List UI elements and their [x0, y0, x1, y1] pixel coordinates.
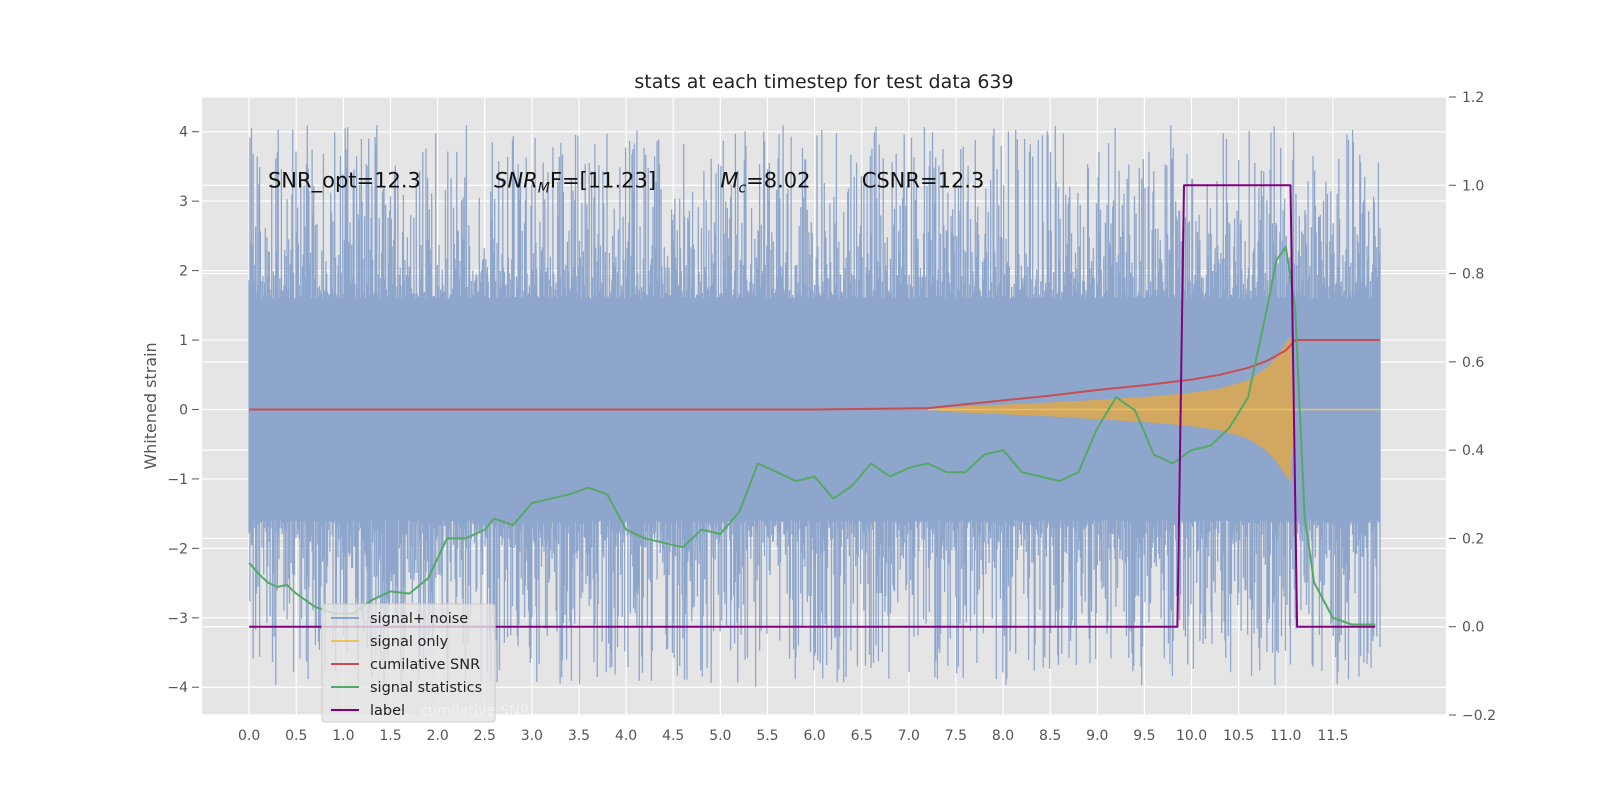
legend-entry-label: label	[370, 703, 405, 719]
lines-layer	[248, 184, 1380, 628]
y2-tick-label: 0.2	[1462, 531, 1484, 547]
signal-only-layer	[927, 336, 1381, 483]
legend-overlay-text: cumilative SNR	[420, 703, 530, 719]
chart-title: stats at each timestep for test data 639	[634, 71, 1013, 93]
y-tick-label: 1	[179, 333, 188, 349]
x-tick-label: 9.0	[1086, 728, 1108, 744]
x-tick-label: 4.0	[615, 728, 637, 744]
x-tick-labels: 0.0 0.5 1.0 1.5 2.0 2.5 3.0 3.5 4.0 4.5 5.0 5.5 6.0 6…	[238, 728, 1349, 744]
y2-tick-label: 0.8	[1462, 267, 1484, 283]
legend-entry-label: cumilative SNR	[370, 657, 480, 673]
annotation-snr-mf: SNRMF=[11.23]	[494, 168, 656, 196]
x-tick-label: 0.5	[285, 728, 307, 744]
y-tick-label: 2	[179, 264, 188, 280]
x-tick-label: 11.5	[1317, 728, 1348, 744]
x-tick-label: 10.5	[1223, 728, 1254, 744]
y2-tick-label: 0.0	[1462, 620, 1484, 636]
y2-tick-label: 0.4	[1462, 443, 1484, 459]
cumilative-snr-line	[249, 339, 1380, 411]
legend: cumilative SNR signal+ noise signal only cu…	[321, 603, 530, 723]
label-line	[249, 184, 1376, 628]
y-tick-label: −1	[167, 472, 188, 488]
x-tick-label: 9.5	[1133, 728, 1155, 744]
x-tick-label: 10.0	[1176, 728, 1207, 744]
annotations-layer: SNR_opt=12.3 SNRMF=[11.23] Mc=8.02 CSNR=12.…	[268, 168, 984, 196]
y-tick-label: 3	[179, 194, 188, 210]
x-tick-label: 2.5	[474, 728, 496, 744]
y-tick-label: 0	[179, 402, 188, 418]
legend-entry-label: signal+ noise	[370, 611, 468, 627]
annotation-snr-opt: SNR_opt=12.3	[268, 168, 421, 193]
y-tick-label: 4	[179, 125, 188, 141]
x-tick-label: 2.0	[426, 728, 448, 744]
legend-entry-label: signal statistics	[370, 680, 482, 696]
y2-tick-label: 0.6	[1462, 355, 1484, 371]
y-tick-label: −4	[167, 680, 188, 696]
x-tick-label: 5.5	[756, 728, 778, 744]
y2-tick-label: 1.2	[1462, 90, 1484, 106]
x-tick-label: 4.5	[662, 728, 684, 744]
y2-tick-labels: −0.2 0.0 0.2 0.4 0.6 0.8 1.0 1.2	[1449, 90, 1496, 724]
y-tick-labels: −4 −3 −2 −1 0 1 2 3 4	[167, 125, 199, 696]
x-tick-label: 3.5	[568, 728, 590, 744]
x-tick-label: 1.0	[332, 728, 354, 744]
y2-tick-label: −0.2	[1462, 708, 1496, 724]
annotation-csnr: CSNR=12.3	[862, 168, 985, 192]
legend-box	[321, 603, 496, 723]
x-tick-label: 5.0	[709, 728, 731, 744]
x-tick-label: 8.5	[1039, 728, 1061, 744]
x-tick-label: 1.5	[379, 728, 401, 744]
signal-statistics-line	[248, 246, 1376, 626]
x-tick-label: 11.0	[1270, 728, 1301, 744]
x-tick-label: 6.5	[851, 728, 873, 744]
x-tick-label: 7.5	[945, 728, 967, 744]
y2-tick-label: 1.0	[1462, 178, 1484, 194]
x-tick-label: 7.0	[898, 728, 920, 744]
y-tick-label: −3	[167, 611, 188, 627]
legend-entry-label: signal only	[370, 634, 449, 650]
annotation-chirp-mass: Mc=8.02	[720, 168, 810, 196]
x-tick-label: 6.0	[803, 728, 825, 744]
x-tick-label: 3.0	[521, 728, 543, 744]
y-tick-label: −2	[167, 541, 188, 557]
y-axis-label: Whitened strain	[141, 342, 160, 469]
x-tick-label: 8.0	[992, 728, 1014, 744]
x-tick-label: 0.0	[238, 728, 260, 744]
